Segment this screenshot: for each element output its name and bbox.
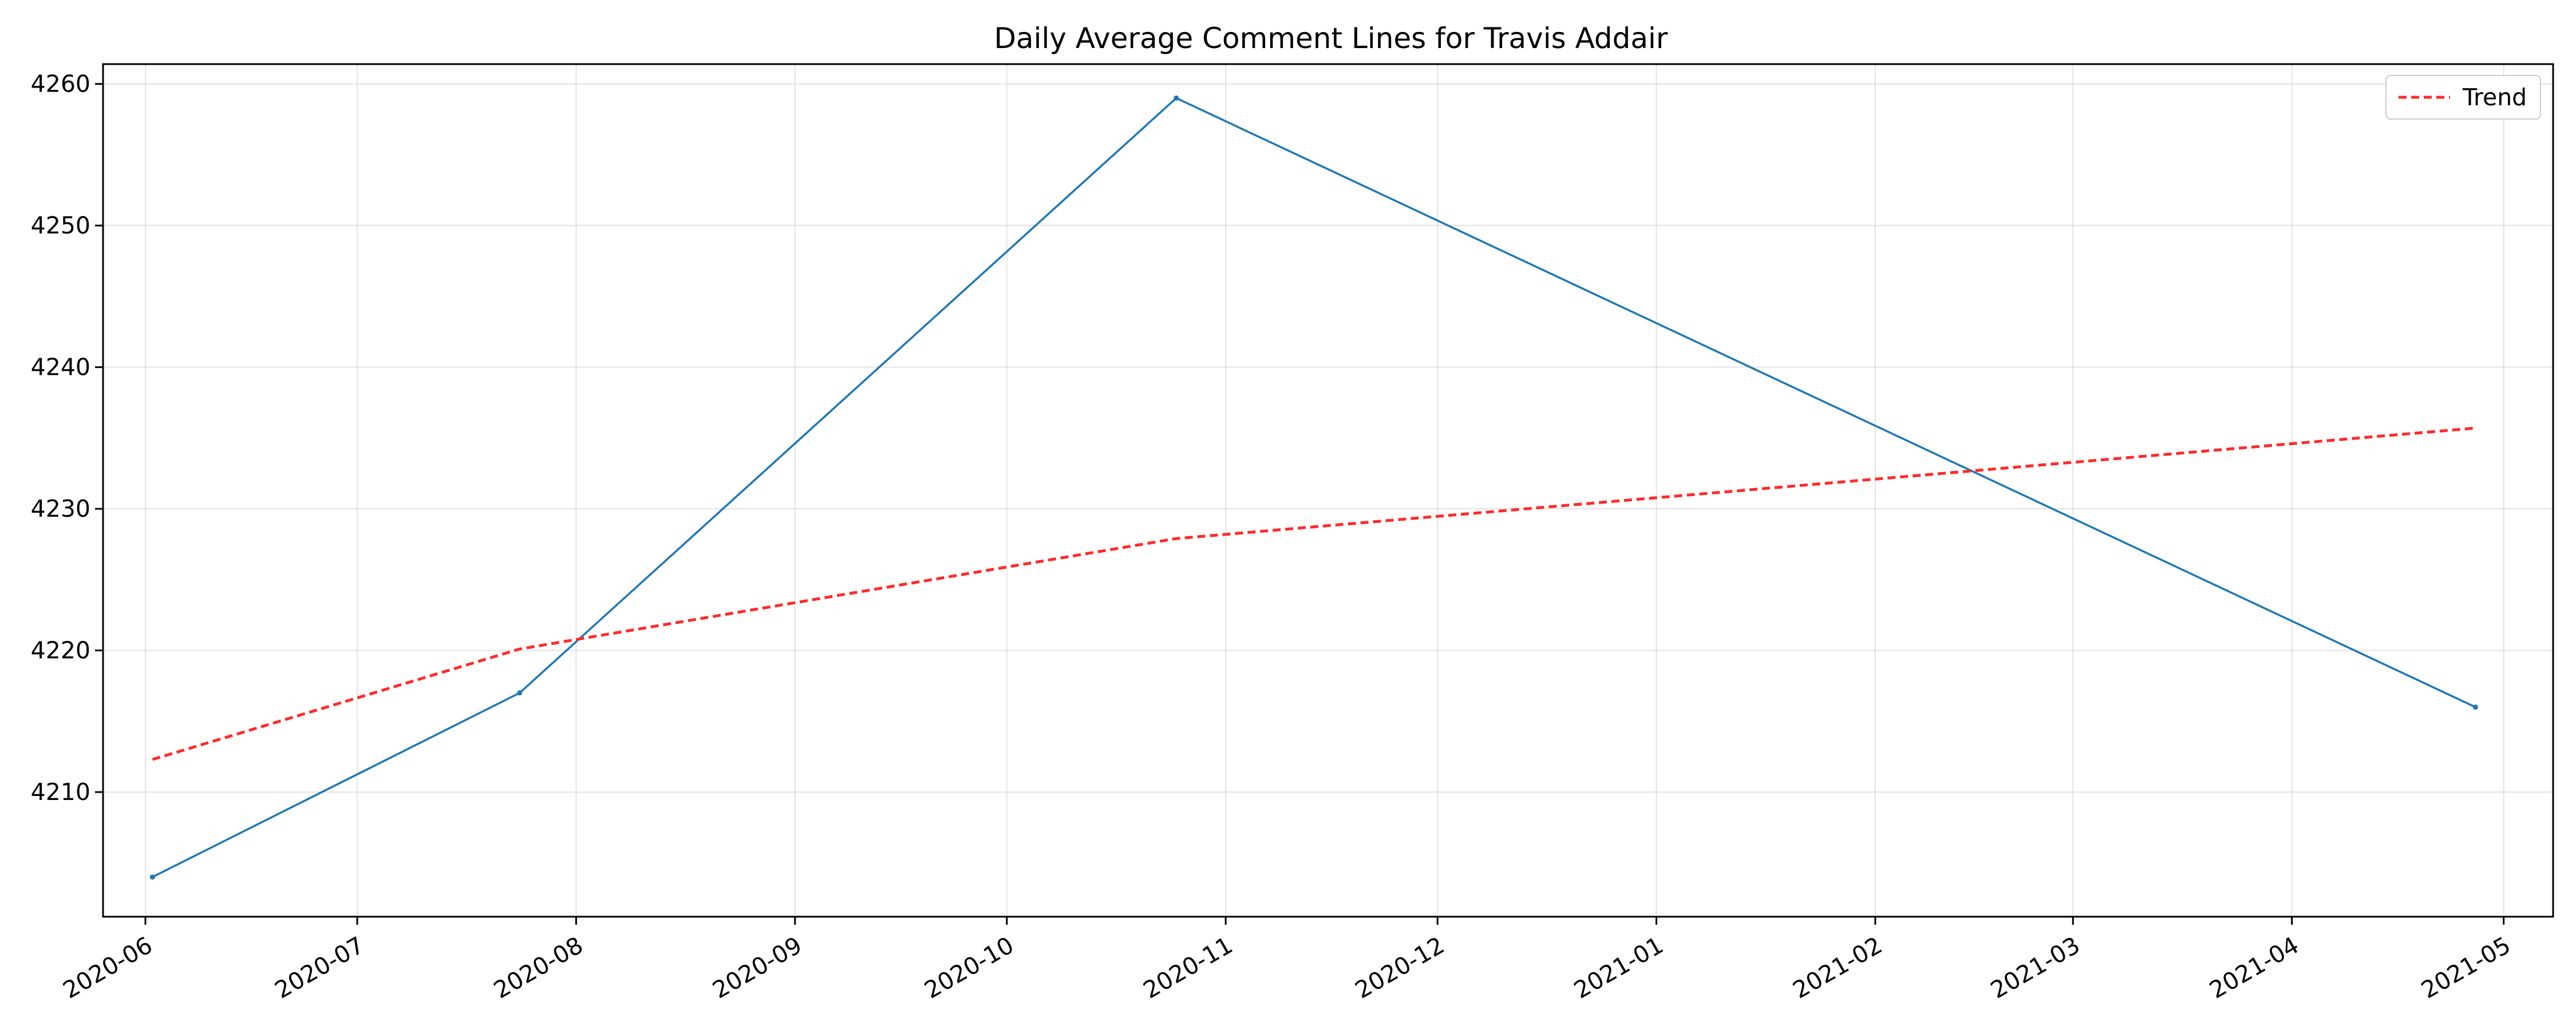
y-tick-label: 4240: [31, 354, 90, 381]
grid: [103, 64, 2553, 917]
data-point: [1174, 95, 1179, 101]
trend-line: [152, 426, 2476, 761]
data-point: [517, 690, 523, 696]
data-point: [149, 874, 155, 880]
data-point: [2472, 704, 2478, 710]
y-tick-label: 4230: [31, 495, 90, 522]
y-tick-label: 4250: [31, 212, 90, 239]
legend: Trend: [2385, 75, 2541, 120]
plot-frame: [102, 63, 2554, 918]
chart-title: Daily Average Comment Lines for Travis A…: [994, 22, 1668, 55]
legend-trend-label: Trend: [2462, 84, 2527, 111]
series-layer: [149, 95, 2478, 880]
y-tick-label: 4210: [31, 778, 90, 806]
legend-box: [2385, 75, 2541, 120]
y-tick-label: 4260: [31, 70, 90, 98]
y-axis: 4210 4220 4230 4240 4250 4260: [31, 70, 103, 806]
comment-lines-series: [152, 97, 2476, 878]
y-tick-label: 4220: [31, 637, 90, 664]
